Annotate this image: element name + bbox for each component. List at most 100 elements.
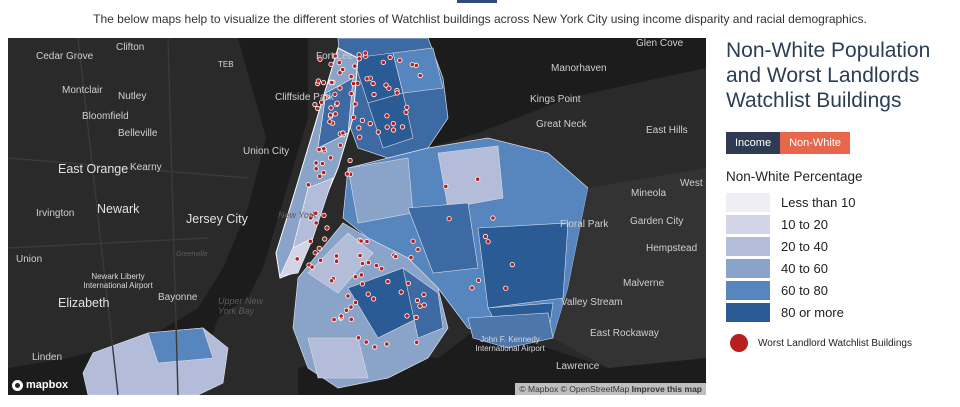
watchlist-building-marker[interactable] [337,85,343,91]
watchlist-building-marker[interactable] [390,127,397,133]
tract-brooklyn-south[interactable] [307,337,369,379]
watchlist-building-marker[interactable] [404,104,410,110]
watchlist-building-marker[interactable] [357,134,363,140]
tract-bronx-b[interactable] [392,47,444,94]
watchlist-building-marker[interactable] [362,50,368,56]
watchlist-building-marker[interactable] [399,124,406,130]
watchlist-building-marker[interactable] [347,157,353,164]
watchlist-building-marker[interactable] [322,236,328,242]
watchlist-building-marker[interactable] [327,112,334,118]
attribution-text[interactable]: © Mapbox © OpenStreetMap [519,384,630,394]
watchlist-building-marker[interactable] [409,61,415,68]
watchlist-building-marker[interactable] [350,114,357,120]
watchlist-building-marker[interactable] [415,246,421,253]
watchlist-building-marker[interactable] [384,341,390,347]
watchlist-building-marker[interactable] [318,99,325,105]
watchlist-building-marker[interactable] [359,260,366,267]
watchlist-building-marker[interactable] [364,238,370,245]
watchlist-building-marker[interactable] [380,59,386,65]
watchlist-building-marker[interactable] [421,292,427,298]
mapbox-logo[interactable]: mapbox [12,379,68,391]
watchlist-building-markers[interactable] [294,50,515,350]
watchlist-building-marker[interactable] [313,160,319,166]
watchlist-building-marker[interactable] [332,91,338,97]
watchlist-building-marker[interactable] [323,95,329,101]
watchlist-building-marker[interactable] [338,313,344,319]
watchlist-building-marker[interactable] [309,264,315,270]
watchlist-building-marker[interactable] [390,121,396,127]
watchlist-building-marker[interactable] [405,280,411,286]
tract-queens-central[interactable] [407,202,479,274]
watchlist-building-marker[interactable] [333,258,340,264]
watchlist-building-marker[interactable] [490,215,496,221]
watchlist-building-marker[interactable] [324,225,330,231]
watchlist-building-marker[interactable] [394,90,400,96]
watchlist-building-marker[interactable] [370,80,376,87]
watchlist-building-marker[interactable] [356,125,362,131]
tract-brooklyn-north[interactable] [307,232,374,294]
watchlist-building-marker[interactable] [417,303,423,309]
watchlist-building-marker[interactable] [344,171,350,177]
watchlist-building-marker[interactable] [370,296,377,302]
watchlist-building-marker[interactable] [384,113,390,119]
watchlist-building-marker[interactable] [317,257,324,263]
watchlist-building-marker[interactable] [372,344,378,350]
watchlist-building-marker[interactable] [345,293,351,299]
watchlist-building-marker[interactable] [334,100,340,106]
watchlist-building-marker[interactable] [316,245,322,251]
watchlist-building-marker[interactable] [408,255,414,261]
income-button[interactable]: Income [726,132,781,154]
watchlist-building-marker[interactable] [317,56,323,62]
watchlist-building-marker[interactable] [365,260,372,266]
watchlist-building-marker[interactable] [328,61,334,67]
watchlist-building-marker[interactable] [375,129,381,135]
watchlist-building-marker[interactable] [355,80,361,86]
watchlist-building-marker[interactable] [393,253,399,260]
watchlist-building-marker[interactable] [359,281,365,287]
watchlist-building-marker[interactable] [365,291,371,297]
watchlist-building-marker[interactable] [327,119,333,125]
watchlist-building-marker[interactable] [352,299,359,305]
watchlist-building-marker[interactable] [313,220,319,226]
watchlist-building-marker[interactable] [358,272,364,278]
watchlist-building-marker[interactable] [413,314,419,320]
watchlist-building-marker[interactable] [348,73,354,80]
watchlist-building-marker[interactable] [356,56,362,62]
non-white-button[interactable]: Non-White [780,132,851,154]
watchlist-building-marker[interactable] [397,57,403,63]
watchlist-building-marker[interactable] [333,253,340,259]
watchlist-building-marker[interactable] [331,316,337,323]
watchlist-building-marker[interactable] [363,339,369,345]
watchlist-building-marker[interactable] [294,256,300,262]
watchlist-building-marker[interactable] [364,76,370,82]
watchlist-building-marker[interactable] [343,307,349,313]
watchlist-building-marker[interactable] [328,278,335,284]
watchlist-building-marker[interactable] [387,54,393,60]
watchlist-building-marker[interactable] [352,274,359,280]
watchlist-building-marker[interactable] [485,239,491,245]
watchlist-building-marker[interactable] [475,277,482,283]
watchlist-building-marker[interactable] [307,238,313,244]
watchlist-building-marker[interactable] [475,176,481,182]
watchlist-building-marker[interactable] [348,316,354,322]
watchlist-building-marker[interactable] [337,142,343,148]
watchlist-building-marker[interactable] [386,85,392,91]
watchlist-building-marker[interactable] [371,91,377,98]
tract-queens-west[interactable] [347,157,414,224]
watchlist-building-marker[interactable] [357,252,363,259]
watchlist-building-marker[interactable] [315,105,321,112]
watchlist-building-marker[interactable] [503,285,509,291]
watchlist-building-marker[interactable] [316,147,322,153]
tract-si-north[interactable] [147,327,214,364]
watchlist-building-marker[interactable] [348,90,354,97]
watchlist-building-marker[interactable] [410,238,416,244]
watchlist-building-marker[interactable] [312,101,318,108]
watchlist-building-marker[interactable] [313,166,319,172]
watchlist-building-marker[interactable] [317,173,323,179]
watchlist-building-marker[interactable] [379,266,385,272]
watchlist-building-marker[interactable] [340,66,346,73]
watchlist-building-marker[interactable] [352,101,358,107]
watchlist-building-marker[interactable] [315,78,321,84]
watchlist-building-marker[interactable] [320,79,327,86]
watchlist-building-marker[interactable] [421,302,427,308]
